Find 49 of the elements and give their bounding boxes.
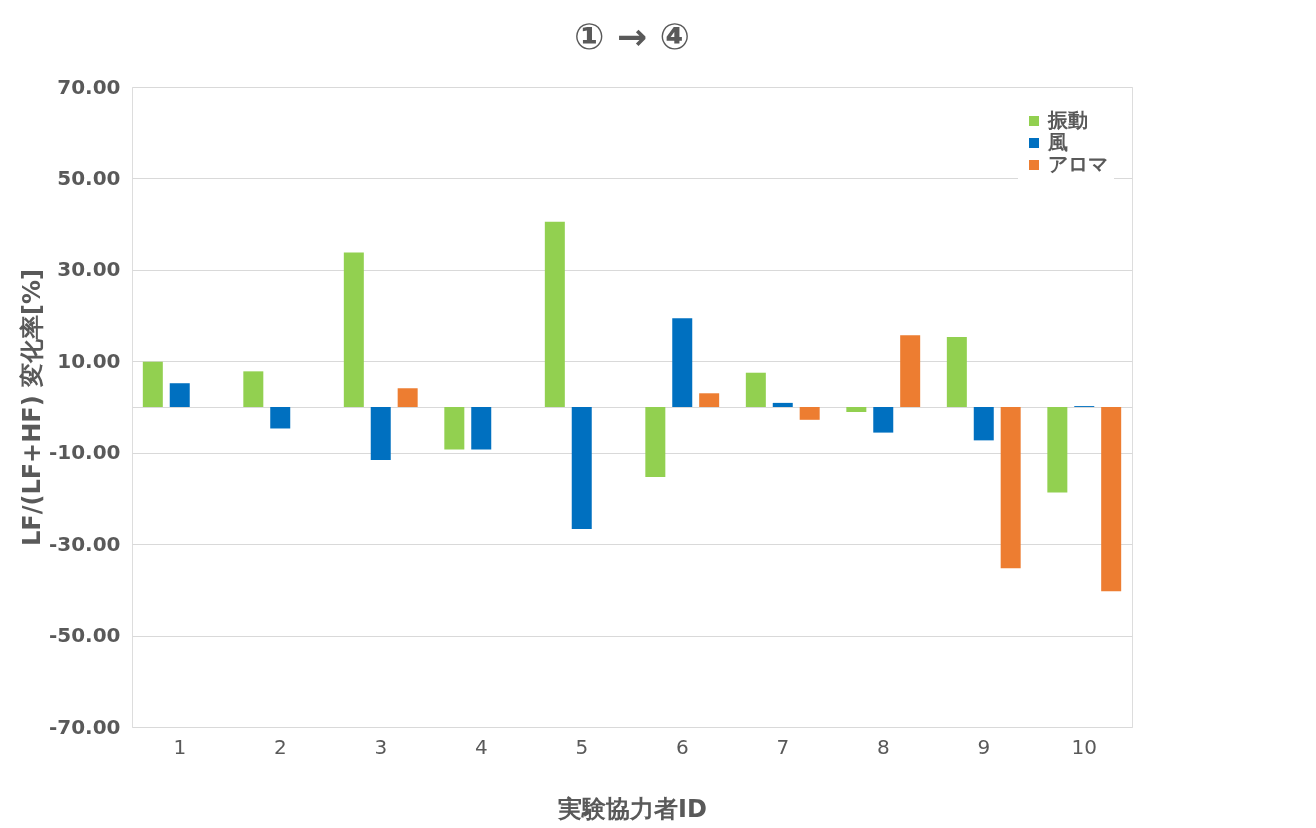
bar bbox=[772, 402, 793, 407]
x-tick-label: 8 bbox=[876, 734, 890, 759]
bar bbox=[1047, 407, 1068, 493]
y-tick-label: -10.00 bbox=[48, 440, 121, 465]
bar bbox=[846, 407, 867, 413]
bar bbox=[343, 252, 364, 407]
bar bbox=[946, 337, 967, 407]
y-tick-label: -30.00 bbox=[48, 531, 121, 556]
bar bbox=[243, 371, 264, 407]
x-tick-label: 2 bbox=[273, 734, 287, 759]
y-tick-label: -70.00 bbox=[48, 714, 121, 739]
legend-label: 振動 bbox=[1047, 108, 1088, 132]
y-tick-label: 50.00 bbox=[57, 165, 121, 190]
bar bbox=[544, 221, 565, 407]
x-axis-title: 実験協力者ID bbox=[557, 794, 707, 823]
bar bbox=[873, 407, 894, 433]
bar bbox=[370, 407, 391, 461]
y-tick-label: 10.00 bbox=[57, 348, 121, 373]
bar bbox=[397, 388, 418, 407]
x-tick-label: 9 bbox=[977, 734, 991, 759]
x-tick-label: 1 bbox=[173, 734, 187, 759]
bar bbox=[169, 383, 190, 407]
bar bbox=[471, 407, 492, 450]
bar bbox=[571, 407, 592, 530]
y-tick-label: -50.00 bbox=[48, 623, 121, 648]
legend-label: アロマ bbox=[1048, 152, 1108, 176]
y-tick-label: 70.00 bbox=[57, 74, 121, 99]
bar bbox=[973, 407, 994, 441]
bar bbox=[745, 372, 766, 407]
bar bbox=[444, 407, 465, 450]
x-tick-label: 5 bbox=[575, 734, 589, 759]
legend-label: 風 bbox=[1047, 130, 1068, 154]
x-tick-label: 7 bbox=[776, 734, 790, 759]
x-tick-label: 6 bbox=[675, 734, 689, 759]
bar bbox=[270, 407, 291, 429]
x-tick-label: 3 bbox=[374, 734, 388, 759]
bar bbox=[645, 407, 666, 477]
bar bbox=[900, 335, 921, 407]
chart-title: ① → ④ bbox=[573, 16, 691, 57]
bar bbox=[1000, 407, 1021, 569]
bar bbox=[799, 407, 820, 420]
y-tick-label: 30.00 bbox=[57, 257, 121, 282]
bar bbox=[699, 393, 720, 407]
bar bbox=[142, 361, 163, 407]
y-axis-title: LF/(LF+HF) 変化率[%] bbox=[17, 268, 46, 547]
bar bbox=[672, 318, 693, 407]
bar bbox=[1101, 407, 1122, 592]
x-tick-label: 10 bbox=[1071, 734, 1097, 759]
x-tick-label: 4 bbox=[474, 734, 488, 759]
